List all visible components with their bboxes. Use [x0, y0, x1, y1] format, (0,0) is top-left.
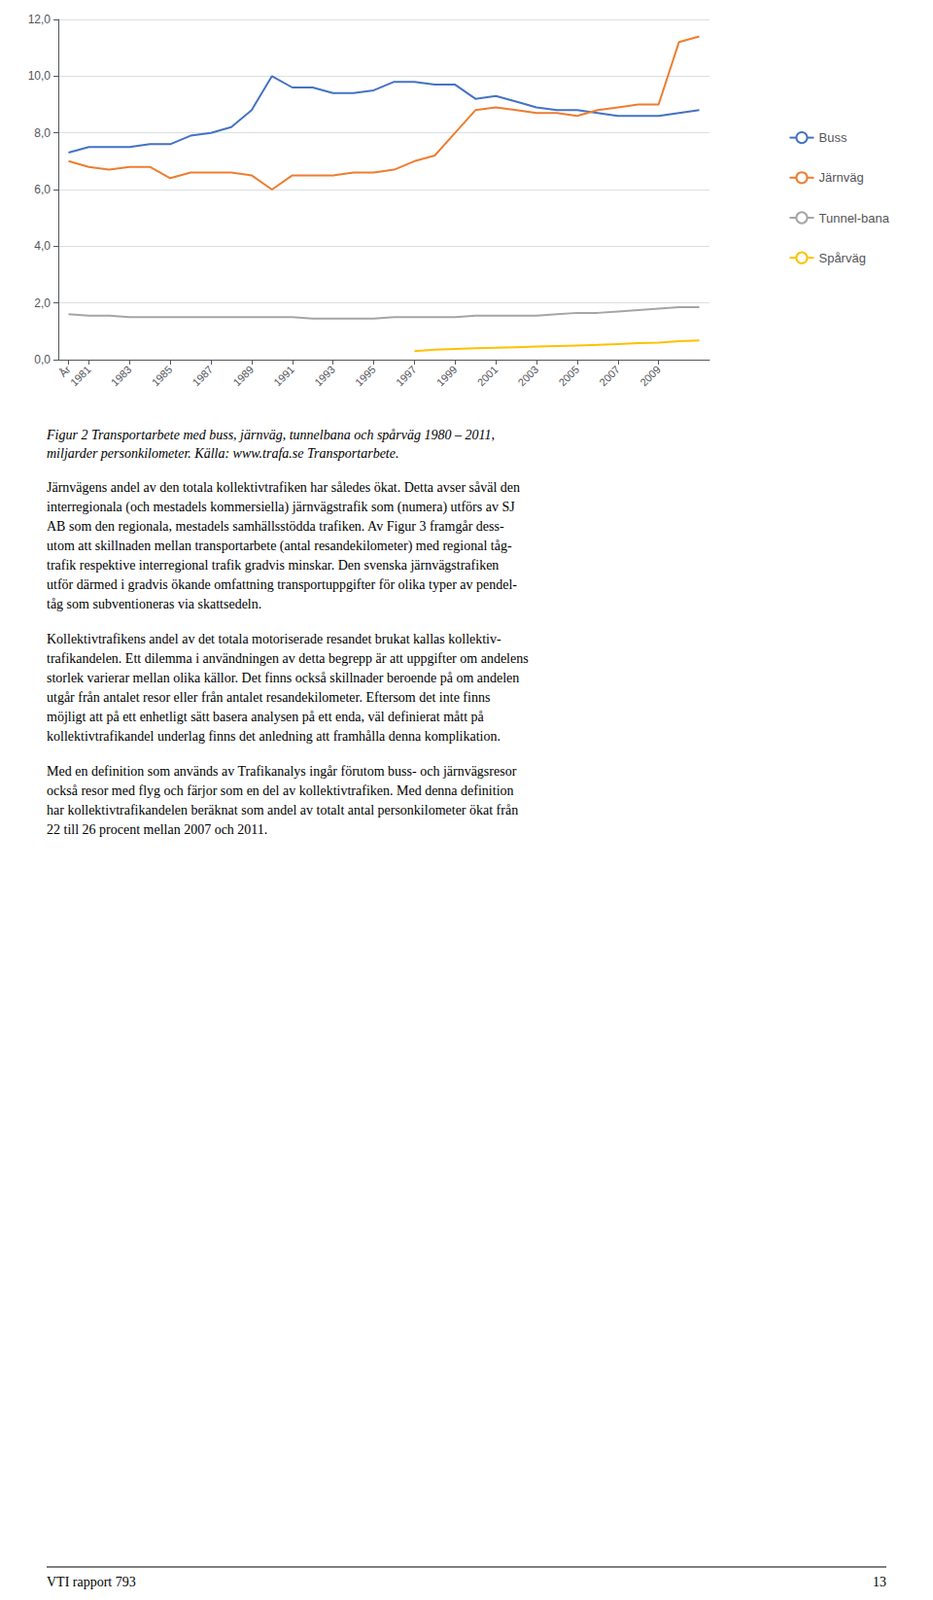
- svg-text:utgår från antalet resor eller: utgår från antalet resor eller från anta…: [46, 690, 490, 705]
- svg-text:1981: 1981: [68, 363, 94, 389]
- svg-text:har kollektivtrafikandelen ber: har kollektivtrafikandelen beräknat som …: [46, 802, 519, 818]
- svg-text:2005: 2005: [555, 363, 582, 389]
- svg-text:4,0: 4,0: [34, 239, 51, 253]
- svg-text:utför därmed i gradvis ökande: utför därmed i gradvis ökande omfattning…: [46, 577, 518, 592]
- svg-text:År: År: [56, 363, 73, 380]
- svg-text:trafikandelen. Ett dilemma i a: trafikandelen. Ett dilemma i användninge…: [46, 651, 529, 666]
- svg-text:storlek varierar mellan olika: storlek varierar mellan olika källor. De…: [46, 670, 519, 686]
- svg-text:Järnvägens andel av den totala: Järnvägens andel av den totala kollektiv…: [46, 480, 520, 495]
- svg-text:1989: 1989: [230, 363, 256, 389]
- svg-text:Kollektivtrafikens andel av de: Kollektivtrafikens andel av det totala m…: [46, 631, 502, 647]
- svg-text:6,0: 6,0: [34, 182, 51, 197]
- svg-text:interregionala (och mestadels: interregionala (och mestadels kommersiel…: [46, 499, 516, 516]
- svg-text:Buss: Buss: [818, 130, 847, 145]
- svg-text:Spårväg: Spårväg: [818, 250, 865, 266]
- svg-text:kollektivtrafikandel underlag: kollektivtrafikandel underlag finns det …: [46, 728, 501, 744]
- svg-text:2001: 2001: [475, 363, 501, 389]
- svg-text:2,0: 2,0: [34, 296, 51, 311]
- svg-text:2009: 2009: [637, 363, 663, 389]
- svg-text:12,0: 12,0: [28, 12, 52, 27]
- svg-text:möjligt att på ett enhetligt s: möjligt att på ett enhetligt sätt basera…: [46, 709, 485, 725]
- svg-text:1995: 1995: [352, 363, 379, 389]
- svg-text:VTI rapport 793: VTI rapport 793: [46, 1574, 137, 1590]
- svg-text:1999: 1999: [434, 363, 460, 389]
- svg-text:1997: 1997: [393, 363, 419, 389]
- svg-text:trafik respektive interregiona: trafik respektive interregional trafik g…: [46, 557, 499, 573]
- svg-text:1993: 1993: [311, 363, 338, 389]
- svg-text:13: 13: [872, 1574, 887, 1590]
- svg-text:utom att skillnaden mellan tra: utom att skillnaden mellan transportarbe…: [46, 538, 513, 554]
- svg-text:miljarder personkilometer. Käl: miljarder personkilometer. Källa: www.tr…: [46, 446, 399, 461]
- svg-text:2003: 2003: [516, 363, 542, 389]
- svg-text:Tunnel-bana: Tunnel-bana: [818, 210, 890, 226]
- svg-text:1985: 1985: [149, 363, 175, 389]
- svg-text:1983: 1983: [108, 363, 135, 389]
- svg-text:Med en definition som används: Med en definition som används av Trafika…: [46, 763, 518, 779]
- svg-text:22 till 26 procent mellan 2007: 22 till 26 procent mellan 2007 och 2011.: [46, 822, 268, 837]
- svg-text:10,0: 10,0: [28, 69, 52, 83]
- svg-text:AB som den regionala, mestadel: AB som den regionala, mestadels samhälls…: [46, 518, 505, 534]
- svg-text:1987: 1987: [190, 363, 216, 389]
- svg-text:Järnväg: Järnväg: [818, 170, 864, 185]
- svg-text:0,0: 0,0: [34, 352, 51, 367]
- svg-text:Figur 2 Transportarbete med bu: Figur 2 Transportarbete med buss, järnvä…: [45, 427, 495, 443]
- svg-text:också resor med flyg och färjo: också resor med flyg och färjor som en d…: [46, 783, 515, 798]
- svg-text:tåg som subventioneras via ska: tåg som subventioneras via skattsedeln.: [46, 596, 262, 612]
- svg-text:8,0: 8,0: [34, 126, 51, 140]
- svg-text:2007: 2007: [596, 363, 622, 389]
- svg-text:1991: 1991: [271, 363, 297, 389]
